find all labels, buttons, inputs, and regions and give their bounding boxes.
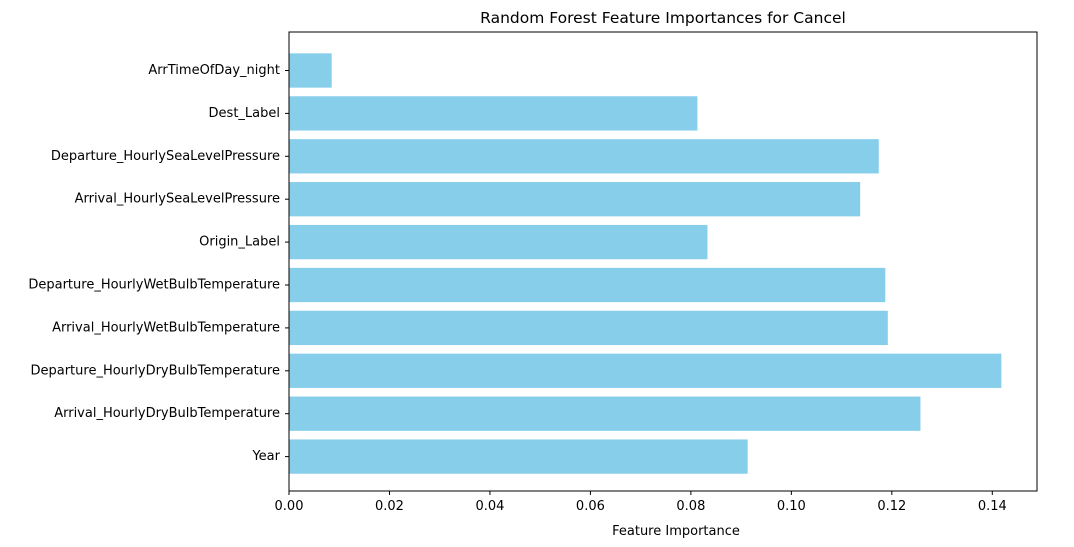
y-tick-label: Origin_Label <box>199 235 280 250</box>
chart-title: Random Forest Feature Importances for Ca… <box>480 9 846 27</box>
bar-origin-label <box>289 224 708 260</box>
y-tick-label: Arrival_HourlySeaLevelPressure <box>75 192 280 207</box>
bars-group <box>289 53 1002 474</box>
bar-arrival-hourlydrybulbtemperature <box>289 396 921 431</box>
bar-departure-hourlysealevelpressure <box>289 139 879 174</box>
x-tick-label: 0.04 <box>475 499 504 514</box>
bar-arrival-hourlywetbulbtemperature <box>289 310 888 346</box>
x-tick-label: 0.06 <box>576 499 605 514</box>
y-axis-ticks: Year Arrival_HourlyDryBulbTemperature Depa… <box>28 63 289 464</box>
y-tick-label: ArrTimeOfDay_night <box>148 63 280 78</box>
y-tick-label: Departure_HourlySeaLevelPressure <box>51 149 280 164</box>
x-tick-label: 0.08 <box>676 499 705 514</box>
y-tick-label: Departure_HourlyWetBulbTemperature <box>28 278 280 293</box>
bar-arrtimeofday-night <box>289 53 332 88</box>
x-tick-label: 0.14 <box>978 499 1007 514</box>
y-tick-label: Arrival_HourlyWetBulbTemperature <box>52 320 280 335</box>
bar-year <box>289 439 748 474</box>
y-tick-label: Year <box>251 449 280 464</box>
y-tick-label: Dest_Label <box>209 106 280 121</box>
x-tick-label: 0.10 <box>777 499 806 514</box>
x-tick-label: 0.00 <box>275 499 304 514</box>
y-tick-label: Departure_HourlyDryBulbTemperature <box>30 363 280 378</box>
x-axis-label: Feature Importance <box>612 524 740 539</box>
bar-departure-hourlywetbulbtemperature <box>289 267 886 303</box>
x-axis-ticks: 0.00 0.02 0.04 0.06 0.08 0.10 0.12 0.14 <box>275 491 1007 514</box>
x-tick-label: 0.02 <box>375 499 404 514</box>
y-tick-label: Arrival_HourlyDryBulbTemperature <box>54 406 280 421</box>
bar-dest-label <box>289 96 698 131</box>
plot-frame <box>288 31 1038 492</box>
bar-departure-hourlydrybulbtemperature <box>289 353 1002 388</box>
bar-arrival-hourlysealevelpressure <box>289 182 861 217</box>
x-tick-label: 0.12 <box>877 499 906 514</box>
